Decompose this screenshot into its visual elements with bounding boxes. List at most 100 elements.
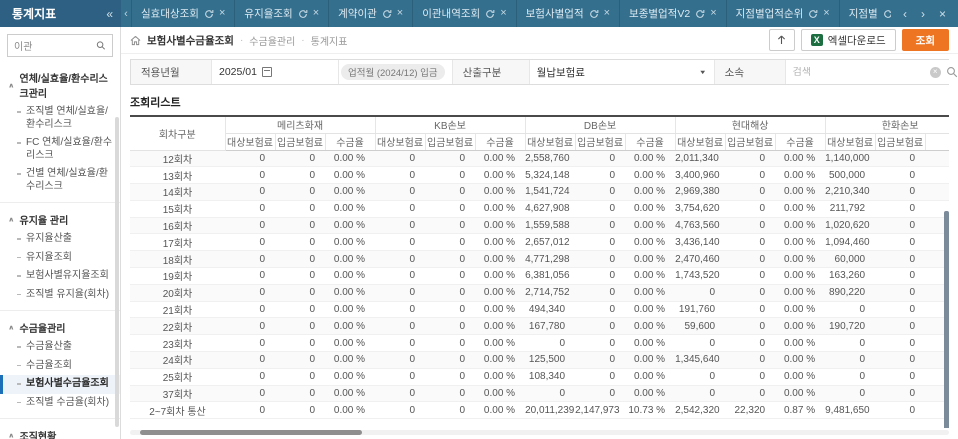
- data-cell: 0: [675, 334, 726, 353]
- sidebar-item[interactable]: 보험사별유지율조회: [0, 267, 120, 286]
- sidebar-item[interactable]: 건별 연체/실효율/환수리스크: [0, 165, 120, 196]
- sidebar-search-input[interactable]: [14, 40, 97, 51]
- tab-nav-prev-icon[interactable]: ‹: [902, 6, 907, 21]
- tab-close-icon[interactable]: ×: [218, 7, 226, 19]
- data-cell: 0: [275, 183, 325, 201]
- data-cell: 0: [375, 166, 426, 185]
- tab-계약이관[interactable]: 계약이관 ×: [328, 0, 412, 27]
- tab-이관내역조회[interactable]: 이관내역조회 ×: [412, 0, 515, 27]
- table-row[interactable]: 23회차 0 0 0.00 % 0 0 0.00 % 0 0 0.00 % 0 0 0.00 % 0 0: [130, 334, 949, 353]
- data-cell: 0.00 %: [625, 301, 676, 319]
- row-label-cell: 2~7회차 통산: [130, 401, 225, 420]
- sidebar-collapse-icon[interactable]: «: [106, 6, 113, 21]
- table-row[interactable]: 24회차 0 0 0.00 % 0 0 0.00 % 125,500 0 0.00 % 1,345,…: [130, 351, 949, 369]
- clear-icon[interactable]: ×: [929, 66, 941, 78]
- calendar-icon[interactable]: [261, 67, 272, 77]
- sidebar-section-header[interactable]: ∧ 조직현황: [0, 425, 120, 439]
- table-row[interactable]: 19회차 0 0 0.00 % 0 0 0.00 % 6,381,056 0 0.00 % 1,74…: [130, 267, 949, 285]
- tab-close-icon[interactable]: ×: [603, 7, 611, 19]
- data-cell: 0: [275, 401, 325, 420]
- table-row[interactable]: 2~7회차 통산 0 0 0.00 % 0 0 0.00 % 20,011,239 2,147,…: [130, 401, 949, 420]
- data-cell: 2,969,380: [675, 183, 726, 201]
- table-row[interactable]: 13회차 0 0 0.00 % 0 0 0.00 % 5,324,148 0 0.00 % 3,40…: [130, 166, 949, 185]
- tab-nav-next-icon[interactable]: ›: [920, 6, 925, 21]
- tab-close-icon[interactable]: ×: [823, 7, 830, 19]
- sidebar-search-box[interactable]: [7, 34, 113, 57]
- table-row[interactable]: 25회차 0 0 0.00 % 0 0 0.00 % 108,340 0 0.00 % 0 0 0.00…: [130, 368, 949, 386]
- tab-close-icon[interactable]: ×: [312, 7, 320, 19]
- tab-refresh-icon[interactable]: [298, 9, 308, 19]
- sidebar-section-header[interactable]: ∧ 수금율관리: [0, 317, 120, 338]
- data-cell: 0: [575, 217, 626, 235]
- table-row[interactable]: 20회차 0 0 0.00 % 0 0 0.00 % 2,714,752 0 0.00 % 0 0 0.…: [130, 284, 949, 302]
- excel-download-button[interactable]: X 엑셀다운로드: [800, 29, 896, 51]
- tab-refresh-icon[interactable]: [204, 9, 214, 19]
- sidebar-item[interactable]: 수금율조회: [0, 357, 120, 376]
- sidebar-item[interactable]: 유지율조회: [0, 249, 120, 268]
- tab-close-icon[interactable]: ×: [710, 7, 717, 19]
- sidebar-item[interactable]: 조직별 수금율(회차): [0, 394, 120, 413]
- tab-refresh-icon[interactable]: [485, 9, 495, 19]
- data-cell: 0.00 %: [625, 267, 676, 285]
- search-icon[interactable]: [946, 66, 958, 78]
- table-row[interactable]: 14회차 0 0 0.00 % 0 0 0.00 % 1,541,724 0 0.00 % 2,96…: [130, 183, 949, 201]
- sidebar-item[interactable]: 보험사별수금율조회: [0, 375, 120, 394]
- tab-scroll-left-icon[interactable]: ‹: [124, 7, 128, 20]
- tab-지점별[interactable]: 지점별×: [838, 0, 891, 27]
- table-row[interactable]: 15회차 0 0 0.00 % 0 0 0.00 % 4,627,908 0 0.00 % 3,75…: [130, 200, 949, 218]
- action-buttons: X 엑셀다운로드 조회: [768, 29, 949, 51]
- tab-close-icon[interactable]: ×: [396, 7, 404, 19]
- data-cell: 0.00 %: [475, 183, 526, 201]
- search-button[interactable]: 조회: [901, 29, 949, 51]
- table-row[interactable]: 17회차 0 0 0.00 % 0 0 0.00 % 2,657,012 0 0.00 % 3,43…: [130, 233, 949, 252]
- sidebar-item[interactable]: 조직별 연체/실효율/환수리스크: [0, 103, 120, 134]
- table-row[interactable]: 21회차 0 0 0.00 % 0 0 0.00 % 494,340 0 0.00 % 191,76…: [130, 301, 949, 319]
- data-cell: 1,559,588: [525, 217, 576, 235]
- tab-close-icon[interactable]: ×: [500, 7, 507, 19]
- tab-지점별업적순위[interactable]: 지점별업적순위 ×: [725, 0, 839, 27]
- table-row[interactable]: 16회차 0 0 0.00 % 0 0 0.00 % 1,559,588 0 0.00 % 4,76…: [130, 217, 949, 235]
- data-cell: 0: [225, 368, 275, 386]
- data-cell: 0: [225, 284, 275, 302]
- search-icon[interactable]: [96, 40, 106, 51]
- clipped-cell: [925, 334, 949, 353]
- table-row[interactable]: 22회차 0 0 0.00 % 0 0 0.00 % 167,780 0 0.00 % 59,600…: [130, 317, 949, 336]
- data-cell: 494,340: [525, 301, 576, 319]
- data-cell: 0: [225, 183, 275, 201]
- tab-보험사별업적[interactable]: 보험사별업적 ×: [515, 0, 619, 27]
- grid-vertical-scrollbar[interactable]: [944, 211, 949, 428]
- tab-refresh-icon[interactable]: [808, 9, 818, 19]
- affiliation-search-input[interactable]: [792, 66, 925, 78]
- table-row[interactable]: 12회차 0 0 0.00 % 0 0 0.00 % 2,558,760 0 0.00 % 2,01…: [130, 150, 949, 168]
- tab-refresh-icon[interactable]: [382, 9, 392, 19]
- sidebar-item[interactable]: 수금율산출: [0, 338, 120, 357]
- data-cell: 0.00 %: [475, 401, 526, 420]
- home-icon[interactable]: [130, 35, 141, 46]
- tab-보종별업적V2[interactable]: 보종별업적V2 ×: [619, 0, 726, 27]
- data-cell: 0: [225, 217, 275, 235]
- calc-type-select[interactable]: 월납보험료 ▼: [528, 60, 715, 84]
- data-cell: 0: [275, 267, 325, 285]
- affiliation-search-field[interactable]: ×: [784, 60, 958, 84]
- chevron-up-icon: ∧: [8, 215, 15, 224]
- sidebar-item[interactable]: FC 연체/실효율/환수리스크: [0, 134, 120, 165]
- sidebar-item[interactable]: 유지율산출: [0, 230, 120, 249]
- tab-label: 이관내역조회: [422, 8, 481, 20]
- apply-month-field[interactable]: 2025/01: [211, 60, 339, 84]
- tab-유지율조회[interactable]: 유지율조회 ×: [234, 0, 328, 27]
- tab-refresh-icon[interactable]: [883, 9, 891, 19]
- tab-refresh-icon[interactable]: [589, 9, 599, 19]
- sidebar-item[interactable]: 조직별 유지율(회차): [0, 286, 120, 305]
- sidebar-item-label: 건별 연체/실효율/환수리스크: [26, 168, 108, 192]
- tabs-close-icon[interactable]: ×: [938, 6, 946, 21]
- sidebar-scrollbar[interactable]: [115, 117, 119, 427]
- tab-refresh-icon[interactable]: [695, 9, 705, 19]
- tab-실효대상조회[interactable]: 실효대상조회 ×: [131, 0, 234, 27]
- table-row[interactable]: 18회차 0 0 0.00 % 0 0 0.00 % 4,771,298 0 0.00 % 2,47…: [130, 250, 949, 269]
- sidebar-section-header[interactable]: ∧ 연체/실효율/환수리스크관리: [0, 67, 120, 103]
- sidebar-section-header[interactable]: ∧ 유지율 관리: [0, 209, 120, 230]
- collapse-up-button[interactable]: [768, 29, 795, 51]
- table-row[interactable]: 37회차 0 0 0.00 % 0 0 0.00 % 0 0 0.00 % 0 0 0.00 % 0 0: [130, 385, 949, 403]
- grid-horizontal-scrollbar[interactable]: [140, 430, 362, 435]
- tab-strip: ‹ 실효대상조회 × 유지율조회 × 계약이관 × 이관내역조회 × 보험사별업적 × 보종별업적V…: [121, 0, 958, 27]
